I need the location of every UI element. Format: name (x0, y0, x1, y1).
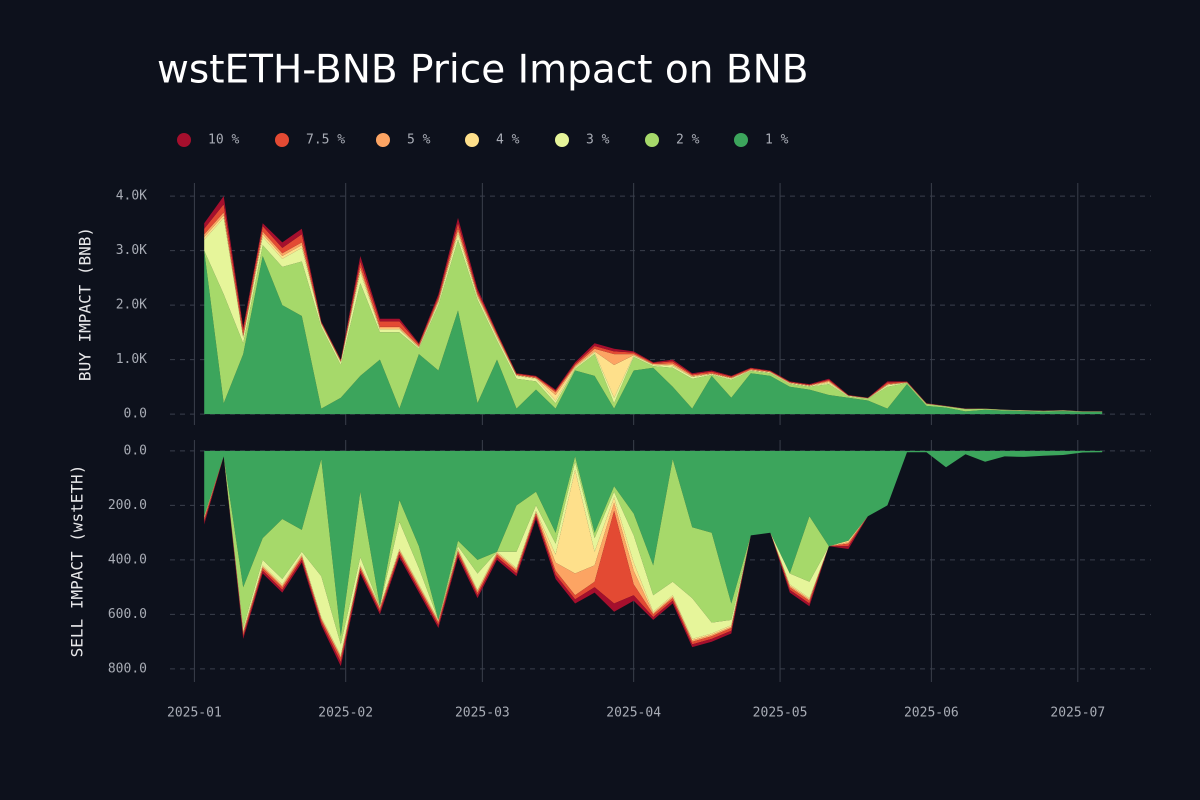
y-axis-label: SELL IMPACT (wstETH) (68, 465, 87, 658)
legend-label: 5 % (407, 133, 431, 148)
y-tick-label: 800.0 (108, 661, 147, 676)
x-tick-label: 2025-04 (606, 706, 661, 721)
x-tick-label: 2025-01 (167, 706, 222, 721)
legend-label: 3 % (586, 133, 610, 148)
legend-label: 10 % (208, 133, 239, 148)
legend-marker (734, 133, 748, 147)
legend-marker (465, 133, 479, 147)
y-tick-label: 400.0 (108, 552, 147, 567)
legend-label: 2 % (676, 133, 700, 148)
y-tick-label: 600.0 (108, 607, 147, 622)
y-tick-label: 0.0 (124, 407, 147, 422)
legend-label: 7.5 % (306, 133, 345, 148)
legend-marker (177, 133, 191, 147)
legend-marker (645, 133, 659, 147)
y-axis-label: BUY IMPACT (BNB) (76, 227, 95, 381)
legend-marker (376, 133, 390, 147)
y-tick-label: 3.0K (116, 243, 147, 258)
y-tick-label: 200.0 (108, 498, 147, 513)
area-layer (204, 450, 1103, 637)
area-layer (204, 250, 1103, 415)
legend-marker (275, 133, 289, 147)
y-tick-label: 4.0K (116, 189, 147, 204)
y-tick-label: 2.0K (116, 298, 147, 313)
legend-marker (555, 133, 569, 147)
x-tick-label: 2025-07 (1050, 706, 1105, 721)
x-tick-label: 2025-06 (904, 706, 959, 721)
legend-label: 4 % (496, 133, 520, 148)
chart-title: wstETH-BNB Price Impact on BNB (157, 48, 809, 93)
x-tick-label: 2025-02 (318, 706, 373, 721)
y-tick-label: 0.0 (124, 443, 147, 458)
legend-label: 1 % (765, 133, 789, 148)
x-tick-label: 2025-05 (753, 706, 808, 721)
y-tick-label: 1.0K (116, 352, 147, 367)
x-tick-label: 2025-03 (455, 706, 510, 721)
